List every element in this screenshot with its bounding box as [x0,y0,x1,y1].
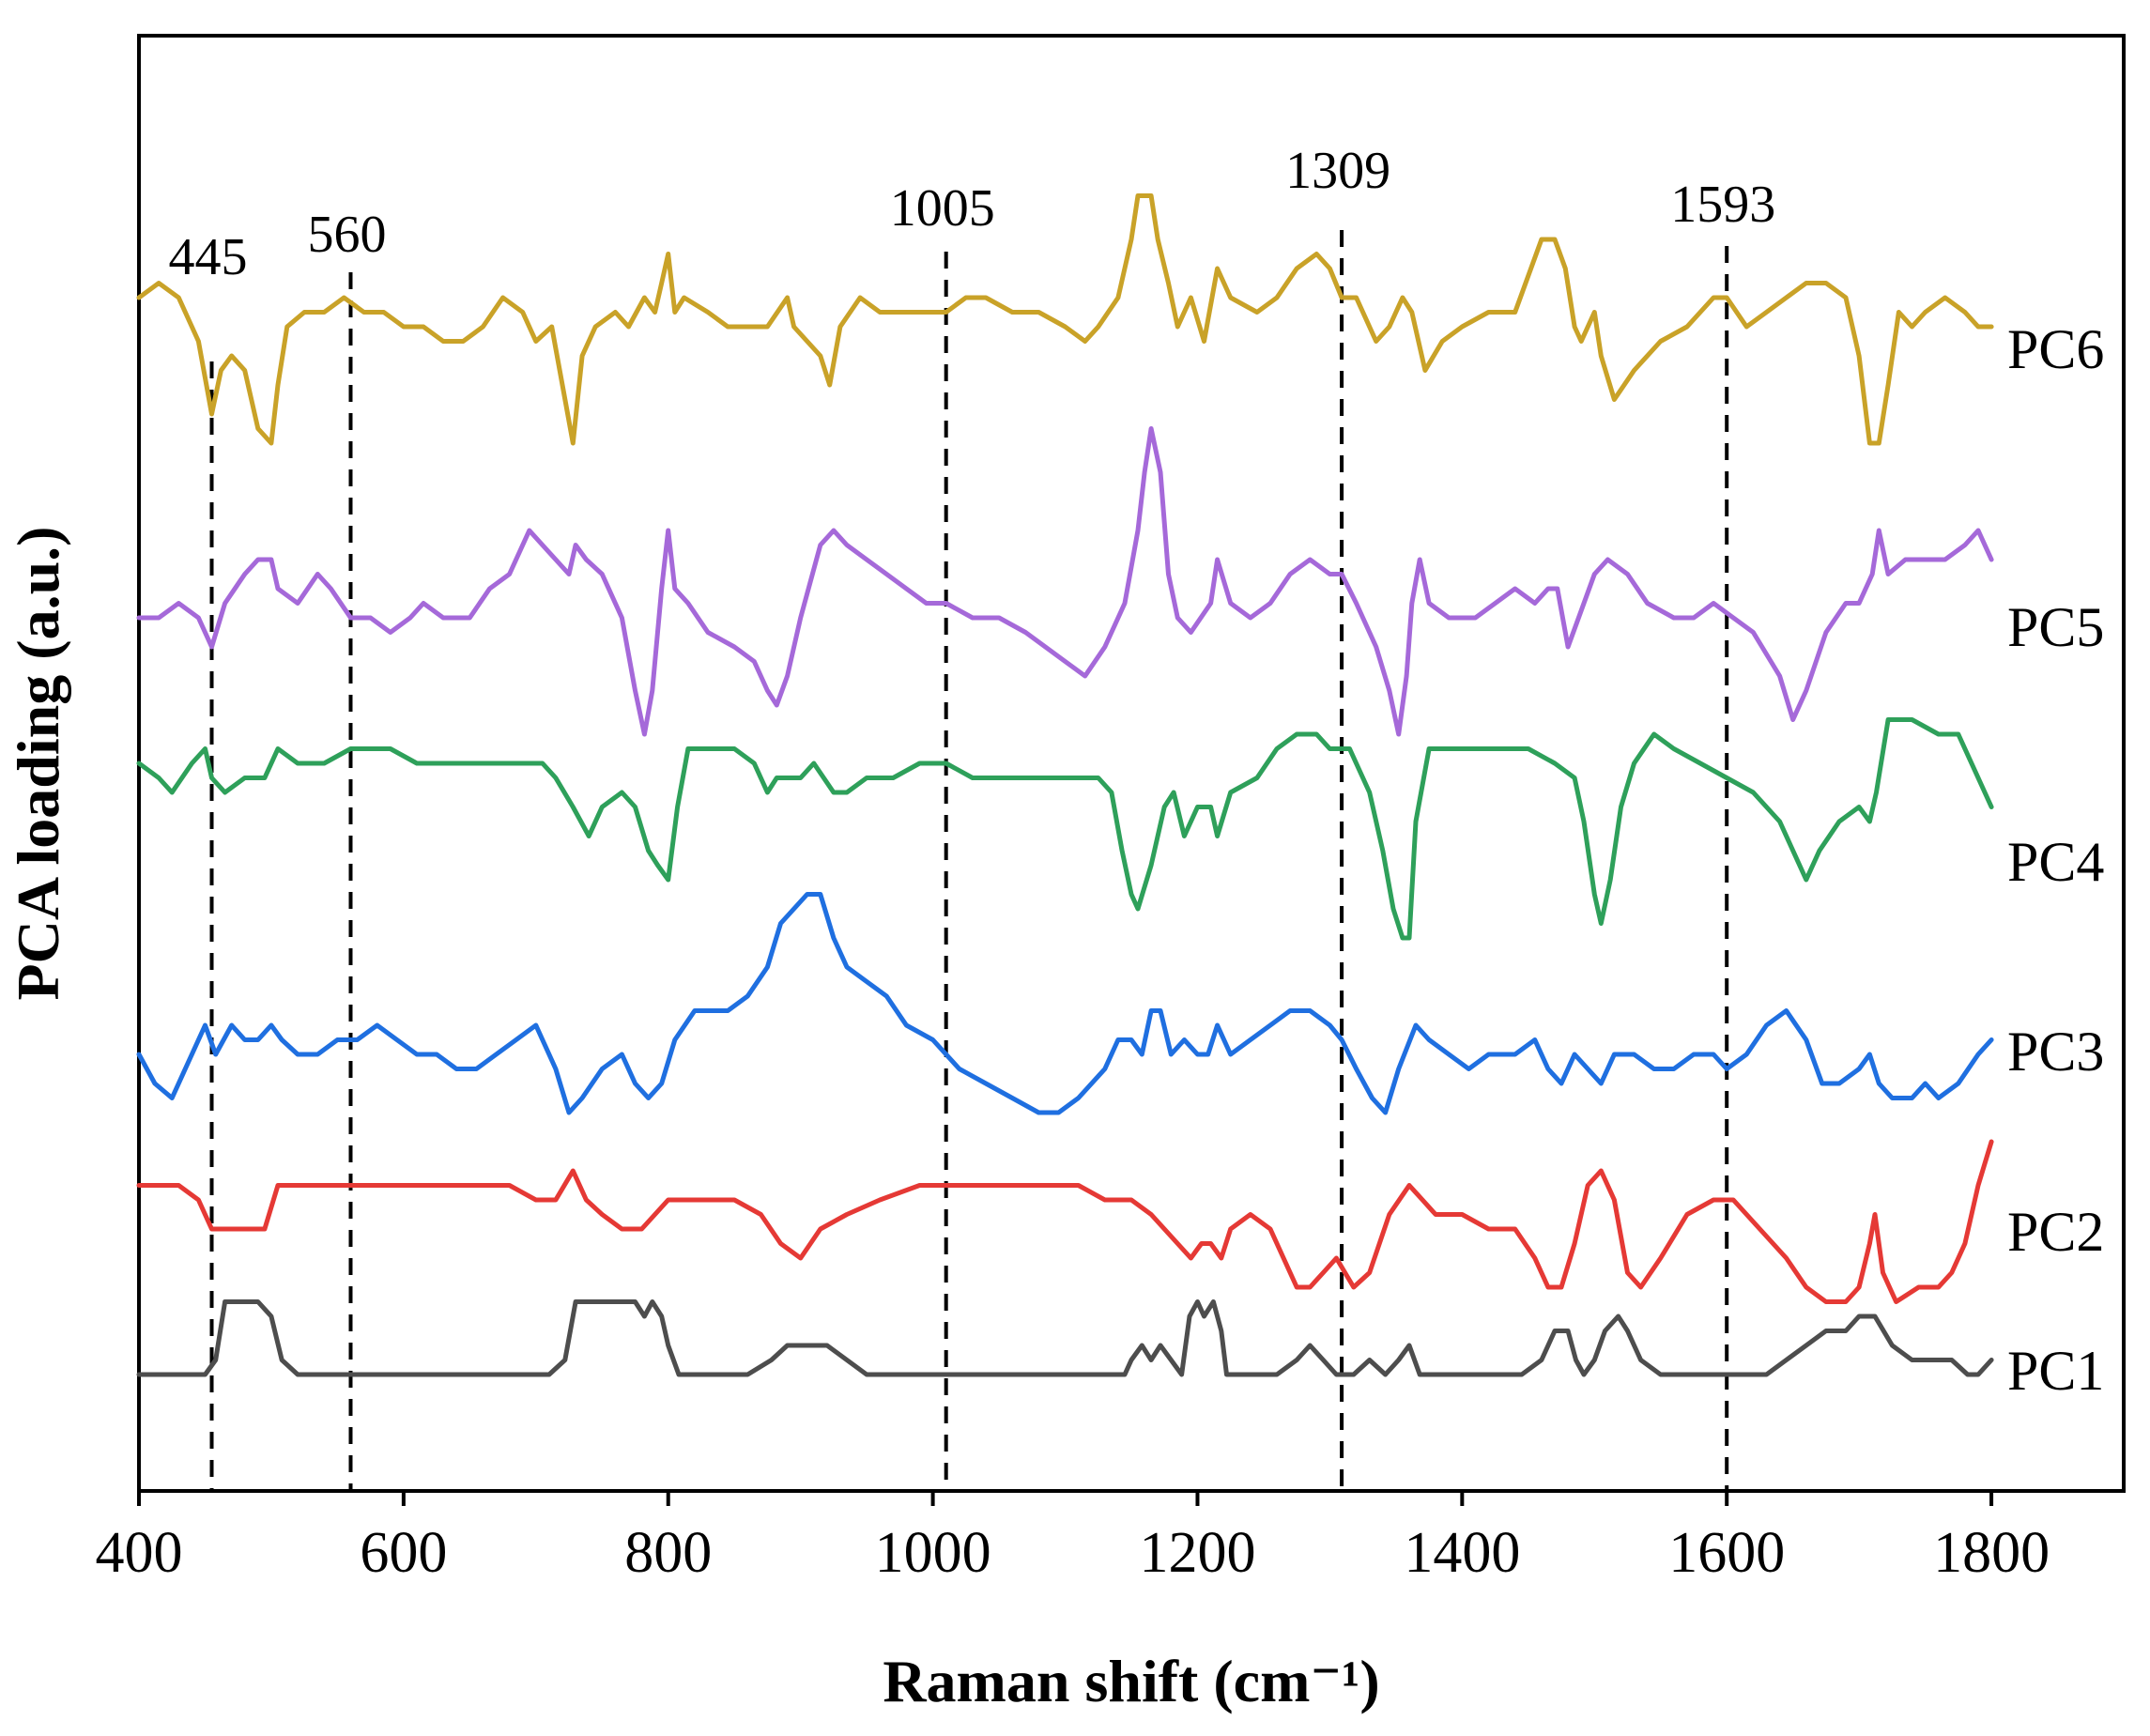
x-tick-label: 1400 [1404,1521,1520,1585]
y-axis-title: PCA loading (a.u.) [5,527,71,1001]
x-tick-label: 1600 [1668,1521,1785,1585]
series-line-pc2 [136,1139,1994,1304]
annotation-label: 1593 [1670,176,1775,234]
series-line-pc3 [136,892,1994,1115]
annotation-lines: 445 560 1005 1309 1593 [169,142,1775,1491]
x-tick-label: 800 [624,1521,712,1585]
annotation-label: 445 [169,228,248,286]
annotation-label: 560 [307,206,386,264]
series-line-pc4 [136,717,1994,941]
series-line-pc6 [136,193,1994,446]
x-tick-label: 600 [360,1521,447,1585]
series-line-pc5 [136,426,1994,737]
x-tick-label: 1800 [1933,1521,2050,1585]
annotation-label: 1005 [890,179,995,238]
series-label-pc5: PC5 [2007,596,2104,658]
series-line-pc1 [136,1299,1994,1377]
series-labels: PC6 PC5 PC4 PC3 PC2 PC1 [2007,318,2104,1402]
series-label-pc4: PC4 [2007,831,2104,893]
x-axis-title: Raman shift (cm⁻¹) [883,1648,1379,1714]
x-tick-label: 1000 [875,1521,991,1585]
annotation-label: 1309 [1285,142,1390,200]
x-tick-label: 1200 [1139,1521,1255,1585]
x-axis: 400 600 800 1000 1200 1400 1600 1800 [96,1491,2050,1585]
series-group [136,193,1994,1377]
series-label-pc3: PC3 [2007,1021,2104,1083]
x-tick-label: 400 [96,1521,183,1585]
series-label-pc1: PC1 [2007,1340,2104,1402]
series-label-pc2: PC2 [2007,1201,2104,1263]
series-label-pc6: PC6 [2007,318,2104,380]
